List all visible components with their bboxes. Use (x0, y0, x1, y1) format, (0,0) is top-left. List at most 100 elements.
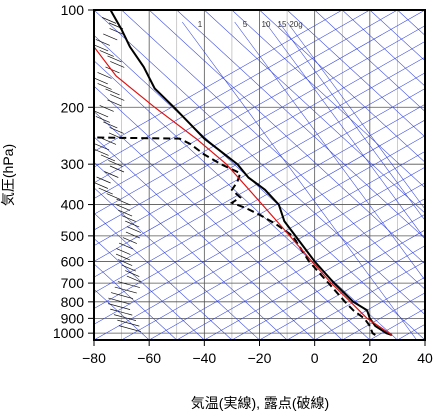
wind-barb (113, 314, 137, 321)
y-tick-label: 900 (61, 310, 85, 326)
wind-barb (108, 160, 123, 167)
wind-barb (101, 138, 117, 145)
isotherm-line (176, 198, 425, 340)
wind-barb (118, 259, 133, 266)
isotherm-line (424, 339, 425, 340)
wind-barb (94, 44, 109, 52)
mixing-ratio-label: 5 (243, 20, 248, 29)
y-tick-label: 200 (61, 99, 85, 115)
y-tick-label: 400 (61, 197, 85, 213)
wind-barb (118, 325, 141, 332)
wind-barb (117, 209, 133, 217)
wind-barb (118, 242, 134, 250)
isotherm-line (286, 261, 425, 340)
isotherm-line (121, 166, 425, 340)
isotherm-line (231, 229, 425, 340)
wind-barb (117, 281, 140, 288)
series-solid-line (109, 10, 393, 336)
mixing-ratio-line (264, 21, 425, 240)
isotherm-line (149, 182, 425, 340)
adiabat-line (231, 10, 425, 189)
adiabat-line (94, 136, 315, 340)
mixing-ratio-line (278, 21, 425, 221)
wind-barb (108, 297, 131, 305)
profile-series (94, 10, 393, 336)
mixing-ratio-line (182, 21, 417, 340)
x-tick-label: −40 (192, 350, 216, 366)
wind-barb (94, 182, 109, 189)
wind-barb (94, 110, 109, 118)
wind-barb (103, 33, 118, 41)
wind-barb (121, 215, 136, 222)
wind-barb (95, 39, 110, 46)
isotherm-line (204, 213, 425, 340)
wind-barb (126, 226, 141, 233)
wind-barb (94, 77, 108, 85)
wind-barb (104, 171, 119, 178)
wind-barb (121, 264, 136, 272)
x-axis-label: 気温(実線), 露点(破線) (191, 395, 329, 411)
wind-barb (110, 94, 125, 101)
wind-barb (109, 127, 124, 134)
x-tick-label: 20 (362, 350, 378, 366)
wind-barb (115, 253, 131, 261)
y-tick-label: 500 (61, 228, 85, 244)
x-tick-label: −60 (137, 350, 161, 366)
isotherm-line (397, 323, 425, 340)
isotherm-line (94, 10, 343, 152)
wind-barb (125, 231, 141, 239)
wind-barb (97, 83, 112, 90)
wind-barb (106, 193, 121, 200)
wind-barb (98, 187, 113, 195)
wind-barb (125, 270, 140, 277)
y-axis-label: 気圧(hPa) (0, 144, 16, 206)
wind-barb (100, 154, 116, 162)
adiabat-line (94, 187, 260, 340)
wind-barb (107, 99, 122, 107)
adiabat-line (204, 10, 425, 214)
mixing-ratio-label: 20g (289, 20, 302, 29)
wind-barb (117, 319, 140, 327)
adiabat-line (342, 10, 425, 87)
isotherm-line (314, 276, 425, 340)
adiabat-line (176, 10, 425, 239)
wind-barb (105, 66, 120, 74)
wind-barb (94, 149, 109, 156)
isotherm-line (259, 245, 425, 340)
wind-barb (103, 121, 118, 129)
y-tick-label: 1000 (53, 325, 84, 341)
adiabat-line (259, 10, 425, 163)
y-tick-label: 300 (61, 156, 85, 172)
wind-barb (114, 286, 137, 294)
y-tick-label: 800 (61, 294, 85, 310)
adiabat-line (314, 10, 425, 112)
series-dashed-line (94, 136, 376, 336)
adiabat-line (94, 111, 343, 340)
wind-barb (109, 165, 125, 173)
x-tick-label: −80 (82, 350, 106, 366)
x-tick-label: 40 (417, 350, 433, 366)
x-axis: −80 −60 −40 −20 0 20 40 (82, 340, 433, 366)
wind-barb (109, 28, 124, 35)
wind-barb (110, 61, 125, 68)
adiabat-line (94, 263, 177, 340)
wind-barb (97, 72, 112, 79)
mixing-ratio-label: 1 (198, 20, 203, 29)
adiabat-line (94, 10, 425, 315)
x-tick-label: −20 (248, 350, 272, 366)
wind-barb (125, 220, 140, 228)
wind-barb (101, 17, 117, 24)
mixing-ratio-line (286, 21, 425, 210)
mixing-ratio-label: 10 (262, 20, 271, 29)
wind-barb (105, 88, 120, 96)
wind-barb (126, 275, 142, 283)
wind-barb (122, 237, 138, 244)
wind-barb (116, 248, 131, 255)
wind-barb (115, 204, 131, 211)
wind-barb (99, 50, 114, 57)
adiabat-line (397, 10, 425, 36)
x-tick-label: 0 (311, 350, 319, 366)
mixing-ratio-label: 15 (278, 20, 287, 29)
